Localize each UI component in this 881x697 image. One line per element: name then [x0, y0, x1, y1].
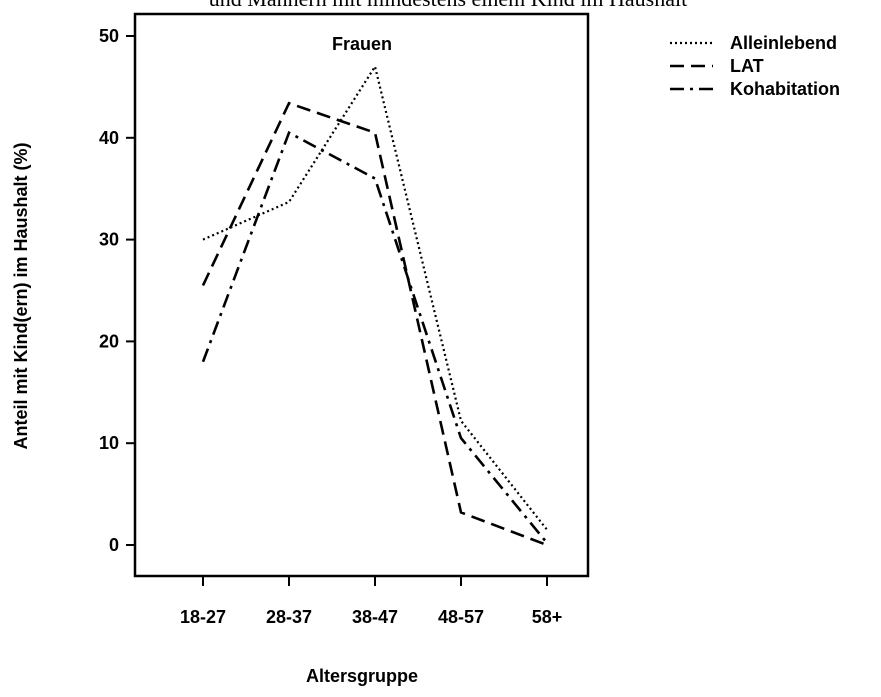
y-tick-label: 0 — [109, 535, 119, 555]
y-tick-label: 40 — [99, 128, 119, 148]
series-line-lat — [201, 101, 548, 547]
panel-label: Frauen — [332, 34, 392, 54]
x-tick-label: 38-47 — [352, 607, 398, 627]
chart-title: und Männern mit mindestens einem Kind im… — [209, 0, 687, 11]
series-line-kohabitation — [201, 130, 549, 544]
x-tick-label: 48-57 — [438, 607, 484, 627]
y-tick-label: 10 — [99, 433, 119, 453]
legend-label: Alleinlebend — [730, 33, 837, 53]
y-axis-label: Anteil mit Kind(ern) im Haushalt (%) — [11, 142, 31, 449]
x-tick-label: 28-37 — [266, 607, 312, 627]
x-tick-label: 58+ — [532, 607, 563, 627]
y-tick-label: 20 — [99, 331, 119, 351]
legend: Alleinlebend LAT Kohabitation — [670, 33, 840, 99]
x-axis: 18-27 28-37 38-47 48-57 58+ — [180, 576, 562, 627]
x-axis-label: Altersgruppe — [306, 666, 418, 686]
plot-frame — [133, 12, 590, 578]
legend-label: LAT — [730, 56, 764, 76]
x-tick-label: 18-27 — [180, 607, 226, 627]
series-lines — [201, 63, 549, 547]
y-axis: 0 10 20 30 40 50 — [99, 26, 135, 555]
y-tick-label: 30 — [99, 230, 119, 250]
legend-label: Kohabitation — [730, 79, 840, 99]
series-line-alleinlebend — [202, 63, 548, 531]
y-tick-label: 50 — [99, 26, 119, 46]
